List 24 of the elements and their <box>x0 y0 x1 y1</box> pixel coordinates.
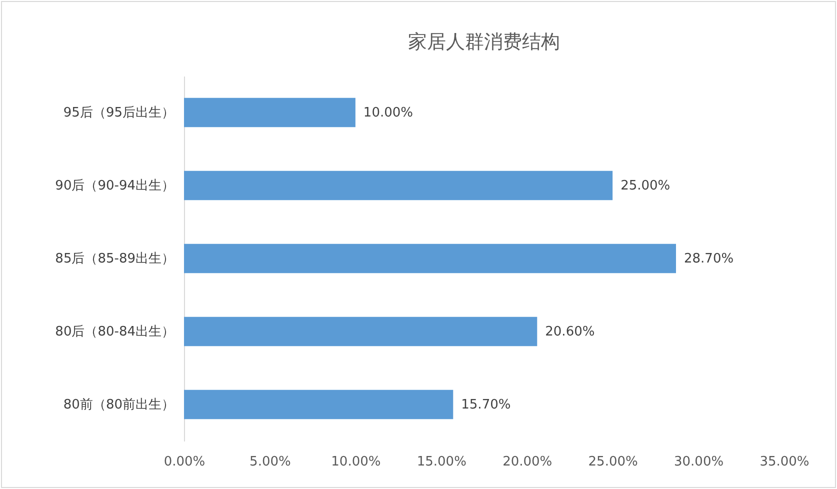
x-tick-label: 15.00% <box>416 454 466 470</box>
data-label: 28.70% <box>684 252 734 266</box>
bar <box>184 170 613 200</box>
chart-title: 家居人群消费结构 <box>408 31 560 53</box>
data-label: 15.70% <box>461 398 511 412</box>
y-tick-label: 80后（80-84出生） <box>55 324 174 340</box>
x-tick-label: 25.00% <box>588 454 638 470</box>
bar <box>184 316 538 346</box>
bar <box>184 390 454 420</box>
x-tick-label: 20.00% <box>502 454 552 470</box>
x-tick-label: 30.00% <box>674 454 724 470</box>
x-tick-label: 5.00% <box>250 454 291 470</box>
bar <box>184 244 676 274</box>
y-tick-label: 80前（80前出生） <box>63 398 174 412</box>
x-tick-label: 35.00% <box>760 454 810 470</box>
bar <box>184 98 356 128</box>
data-label: 20.60% <box>545 324 595 340</box>
y-tick-label: 95后（95后出生） <box>63 106 174 120</box>
y-tick-label: 90后（90-94出生） <box>55 178 174 194</box>
data-label: 25.00% <box>620 178 670 194</box>
data-label: 10.00% <box>363 106 414 120</box>
x-tick-label: 0.00% <box>164 454 206 470</box>
y-tick-label: 85后（85-89出生） <box>55 252 174 266</box>
x-tick-label: 10.00% <box>331 454 381 470</box>
